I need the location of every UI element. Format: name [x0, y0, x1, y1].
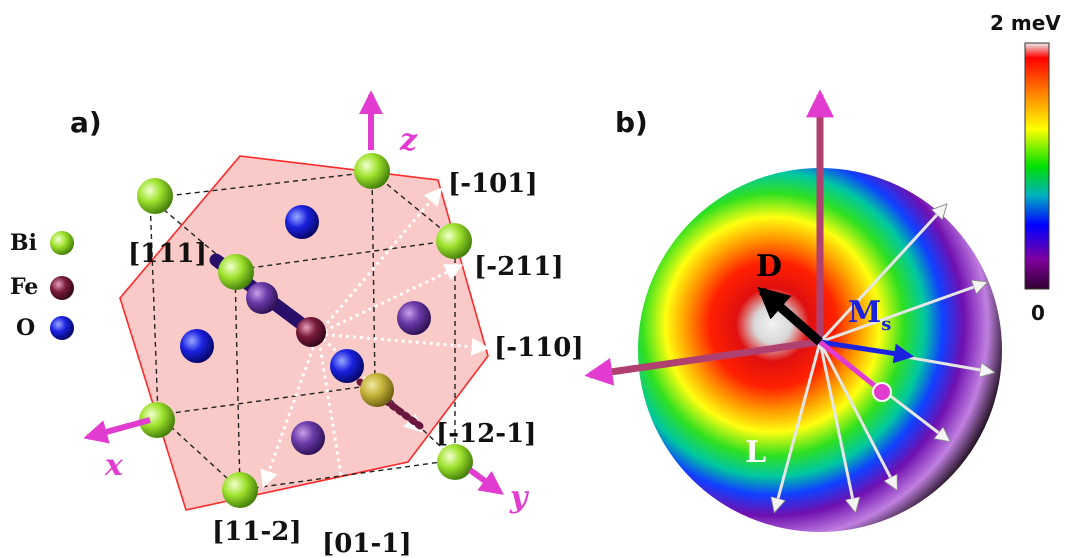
- direction-label-01neg1: [01-1]: [322, 529, 412, 558]
- purple-atom: [291, 421, 325, 455]
- pink-vector-tip: [872, 382, 892, 402]
- ms-vector-label: Ms: [848, 295, 891, 335]
- axis-y-label: y: [509, 480, 530, 515]
- purple-atom: [397, 301, 431, 335]
- panel-b-label: b): [615, 106, 648, 139]
- l-vector-label: L: [745, 435, 766, 470]
- bismuth-atom: [437, 444, 473, 480]
- bismuth-atom: [436, 223, 472, 259]
- colorbar: [1024, 42, 1050, 290]
- energy-sphere: [638, 168, 1002, 532]
- axis-x-label: x: [104, 448, 124, 483]
- direction-label-neg211: [-211]: [474, 252, 564, 282]
- legend-fe-sphere: [50, 276, 74, 300]
- axis-x-arrow: [83, 417, 151, 444]
- legend-bi-sphere: [50, 231, 74, 255]
- direction-label-111: [111]: [128, 239, 207, 269]
- d-vector-label: D: [756, 249, 782, 284]
- colorbar-max-label: 2 meV: [990, 11, 1061, 35]
- oxygen-atom: [330, 349, 364, 383]
- purple-atom: [246, 282, 278, 314]
- axis-z-label: z: [399, 123, 418, 158]
- direction-label-neg110: [-110]: [494, 333, 584, 363]
- colorbar-min-label: 0: [1031, 301, 1045, 325]
- oxygen-atom: [285, 205, 319, 239]
- bismuth-atom: [137, 178, 173, 214]
- legend-o-sphere: [50, 316, 74, 340]
- bismuth-atom: [218, 254, 254, 290]
- ms-vector: [819, 339, 914, 364]
- legend-bi-label: Bi: [10, 230, 37, 256]
- bismuth-atom: [139, 402, 175, 438]
- direction-label-11neg2: [11-2]: [212, 517, 302, 547]
- bismuth-atom: [354, 153, 390, 189]
- oxygen-atom: [180, 329, 214, 363]
- pink-vector: [818, 340, 882, 392]
- element-legend: Bi Fe O: [10, 230, 74, 341]
- bismuth-atom: [222, 472, 258, 508]
- sphere-horizontal-axis: [584, 338, 819, 386]
- ms-vector-label-subscript: s: [881, 314, 891, 335]
- direction-label-neg101: [-101]: [448, 169, 538, 199]
- panel-a-label: a): [70, 106, 102, 139]
- iron-atom: [296, 317, 326, 347]
- gold-atom: [360, 373, 394, 407]
- d-vector: [757, 286, 823, 346]
- legend-fe-label: Fe: [10, 274, 38, 300]
- ms-vector-label-main: M: [848, 295, 881, 330]
- direction-label-neg12neg1: [-12-1]: [436, 419, 536, 449]
- legend-o-label: O: [16, 315, 35, 341]
- axis-y-arrow: [468, 467, 504, 495]
